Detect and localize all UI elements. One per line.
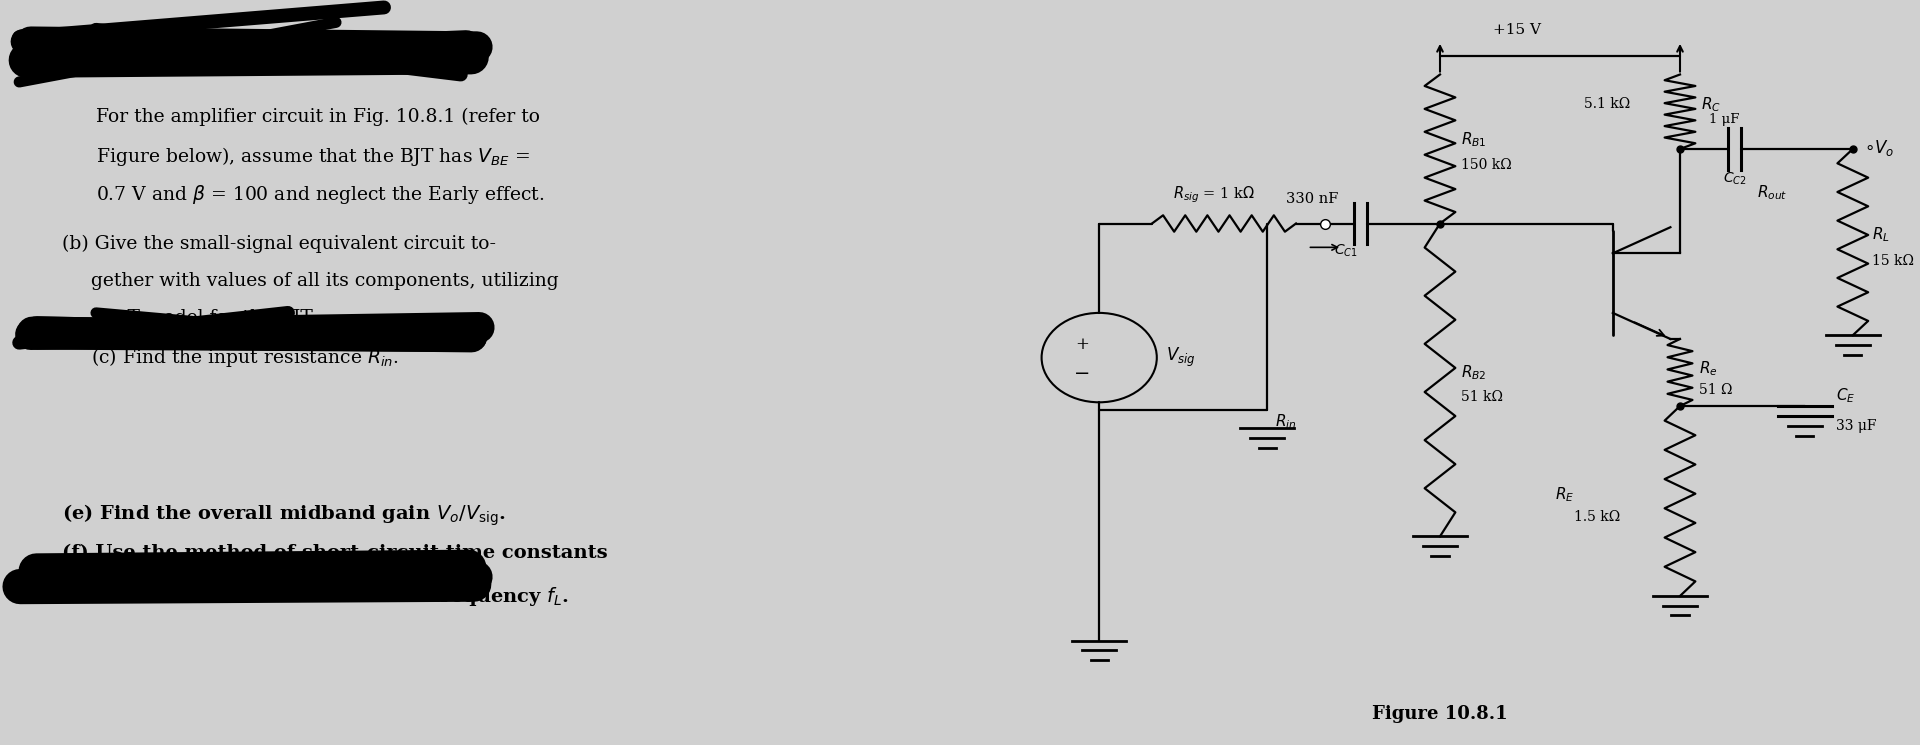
Text: 1.5 kΩ: 1.5 kΩ [1574, 510, 1620, 524]
Text: $\circ V_o$: $\circ V_o$ [1864, 138, 1895, 157]
Text: to obtain an estimate of the 3-dB frequency $f_L$.: to obtain an estimate of the 3-dB freque… [61, 585, 570, 608]
Text: 51 kΩ: 51 kΩ [1461, 390, 1503, 404]
Text: $R_C$: $R_C$ [1701, 95, 1720, 114]
Text: Figure 10.8.1: Figure 10.8.1 [1373, 705, 1507, 723]
Text: (c) Find the input resistance $R_{in}$.: (c) Find the input resistance $R_{in}$. [92, 346, 399, 370]
Text: $R_{out}$: $R_{out}$ [1757, 183, 1788, 202]
Text: Figure below), assume that the BJT has $V_{BE}$ =: Figure below), assume that the BJT has $… [96, 145, 530, 168]
Text: $V_{sig}$: $V_{sig}$ [1167, 346, 1196, 370]
Text: (f) Use the method of short-circuit time constants: (f) Use the method of short-circuit time… [61, 544, 609, 562]
Text: (e) Find the overall midband gain $V_o/V_\mathrm{sig}$.: (e) Find the overall midband gain $V_o/V… [61, 503, 507, 528]
Text: 0.7 V and $\beta$ = 100 and neglect the Early effect.: 0.7 V and $\beta$ = 100 and neglect the … [96, 183, 545, 206]
Text: $R_{in}$: $R_{in}$ [1275, 412, 1296, 431]
Text: gether with values of all its components, utilizing: gether with values of all its components… [92, 272, 559, 290]
Text: (b) Give the small-signal equivalent circuit to-: (b) Give the small-signal equivalent cir… [61, 235, 497, 253]
Text: 330 nF: 330 nF [1286, 191, 1338, 206]
Text: +: + [1075, 336, 1089, 352]
Text: $R_{sig}$ = 1 k$\Omega$: $R_{sig}$ = 1 k$\Omega$ [1173, 184, 1256, 205]
Text: $C_{C2}$: $C_{C2}$ [1724, 171, 1747, 187]
Text: $C_{C1}$: $C_{C1}$ [1334, 243, 1357, 259]
Text: 33 μF: 33 μF [1836, 419, 1876, 433]
Text: 15 kΩ: 15 kΩ [1872, 254, 1914, 267]
Text: $R_{B1}$: $R_{B1}$ [1461, 130, 1486, 150]
Text: 51 Ω: 51 Ω [1699, 383, 1732, 396]
Text: $R_E$: $R_E$ [1555, 486, 1574, 504]
Text: $R_L$: $R_L$ [1872, 225, 1889, 244]
Text: 5.1 kΩ: 5.1 kΩ [1584, 98, 1630, 111]
Text: the T model for the BJT.: the T model for the BJT. [92, 309, 317, 327]
Text: $R_{B2}$: $R_{B2}$ [1461, 363, 1486, 382]
Text: $C_E$: $C_E$ [1836, 386, 1855, 405]
Text: +15 V: +15 V [1494, 22, 1540, 37]
Text: −: − [1073, 365, 1091, 383]
Text: 150 kΩ: 150 kΩ [1461, 159, 1511, 172]
Text: $R_e$: $R_e$ [1699, 359, 1718, 378]
Text: For the amplifier circuit in Fig. 10.8.1 (refer to: For the amplifier circuit in Fig. 10.8.1… [96, 108, 540, 126]
Text: 1 μF: 1 μF [1709, 113, 1740, 126]
